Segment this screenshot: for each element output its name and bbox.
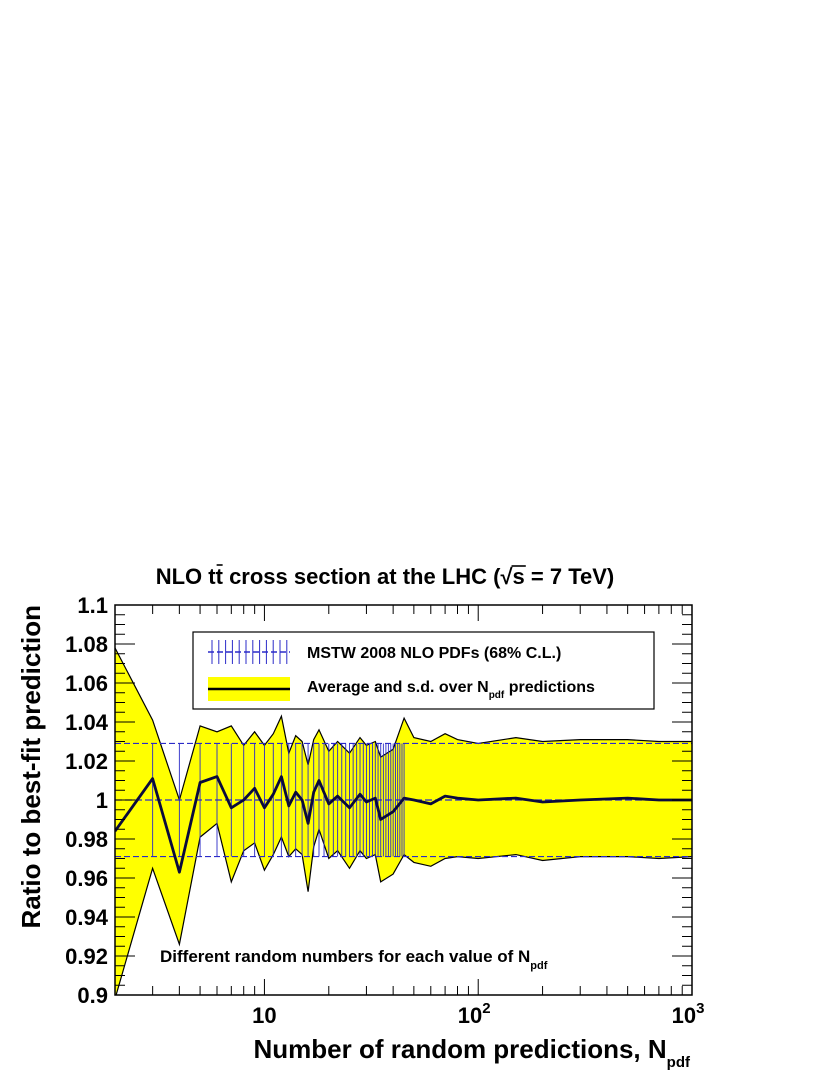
- mean-line-layer: [115, 775, 692, 874]
- axis-ticks: [114, 604, 693, 996]
- annotation: Different random numbers for each value …: [160, 947, 548, 972]
- y-tick-label: 0.98: [65, 827, 108, 852]
- sd-band: [115, 647, 692, 995]
- y-tick-label: 1.08: [65, 632, 108, 657]
- y-tick-label: 0.94: [65, 905, 109, 930]
- y-tick-label: 0.9: [77, 983, 108, 1008]
- y-tick-label: 1.06: [65, 671, 108, 696]
- chart-title: NLO tt cross section at the LHC (√s = 7 …: [156, 564, 615, 589]
- x-tick-label: 10: [252, 1003, 276, 1028]
- x-tick-labels: 10 102 103: [252, 1000, 704, 1028]
- y-tick-labels: 0.9 0.92 0.94 0.96 0.98 1 1.02 1.04 1.06 1.08 1.1: [65, 593, 109, 1008]
- x-axis-label: Number of random predictions, Npdf: [254, 1034, 691, 1071]
- title-tbar: t: [216, 564, 224, 589]
- legend-entry-average: Average and s.d. over Npdf predictions: [307, 679, 595, 701]
- legend: MSTW 2008 NLO PDFs (68% C.L.) Average an…: [192, 631, 655, 710]
- title-sqrt: √: [500, 564, 513, 589]
- y-tick-label: 0.92: [65, 944, 108, 969]
- x-tick-label: 102: [458, 1000, 491, 1028]
- y-axis-label: Ratio to best-fit prediction: [16, 605, 46, 929]
- y-tick-label: 1.1: [77, 593, 108, 618]
- x-tick-label: 103: [672, 1000, 705, 1028]
- y-tick-label: 1.02: [65, 749, 108, 774]
- y-tick-label: 1: [96, 788, 108, 813]
- legend-reference-symbol: [208, 640, 290, 664]
- y-tick-label: 1.04: [65, 710, 109, 735]
- mean-line: [115, 775, 692, 874]
- y-tick-label: 0.96: [65, 866, 108, 891]
- reference-layer: [115, 742, 692, 858]
- legend-entry-reference: MSTW 2008 NLO PDFs (68% C.L.): [307, 645, 561, 662]
- title-s: s: [513, 564, 525, 589]
